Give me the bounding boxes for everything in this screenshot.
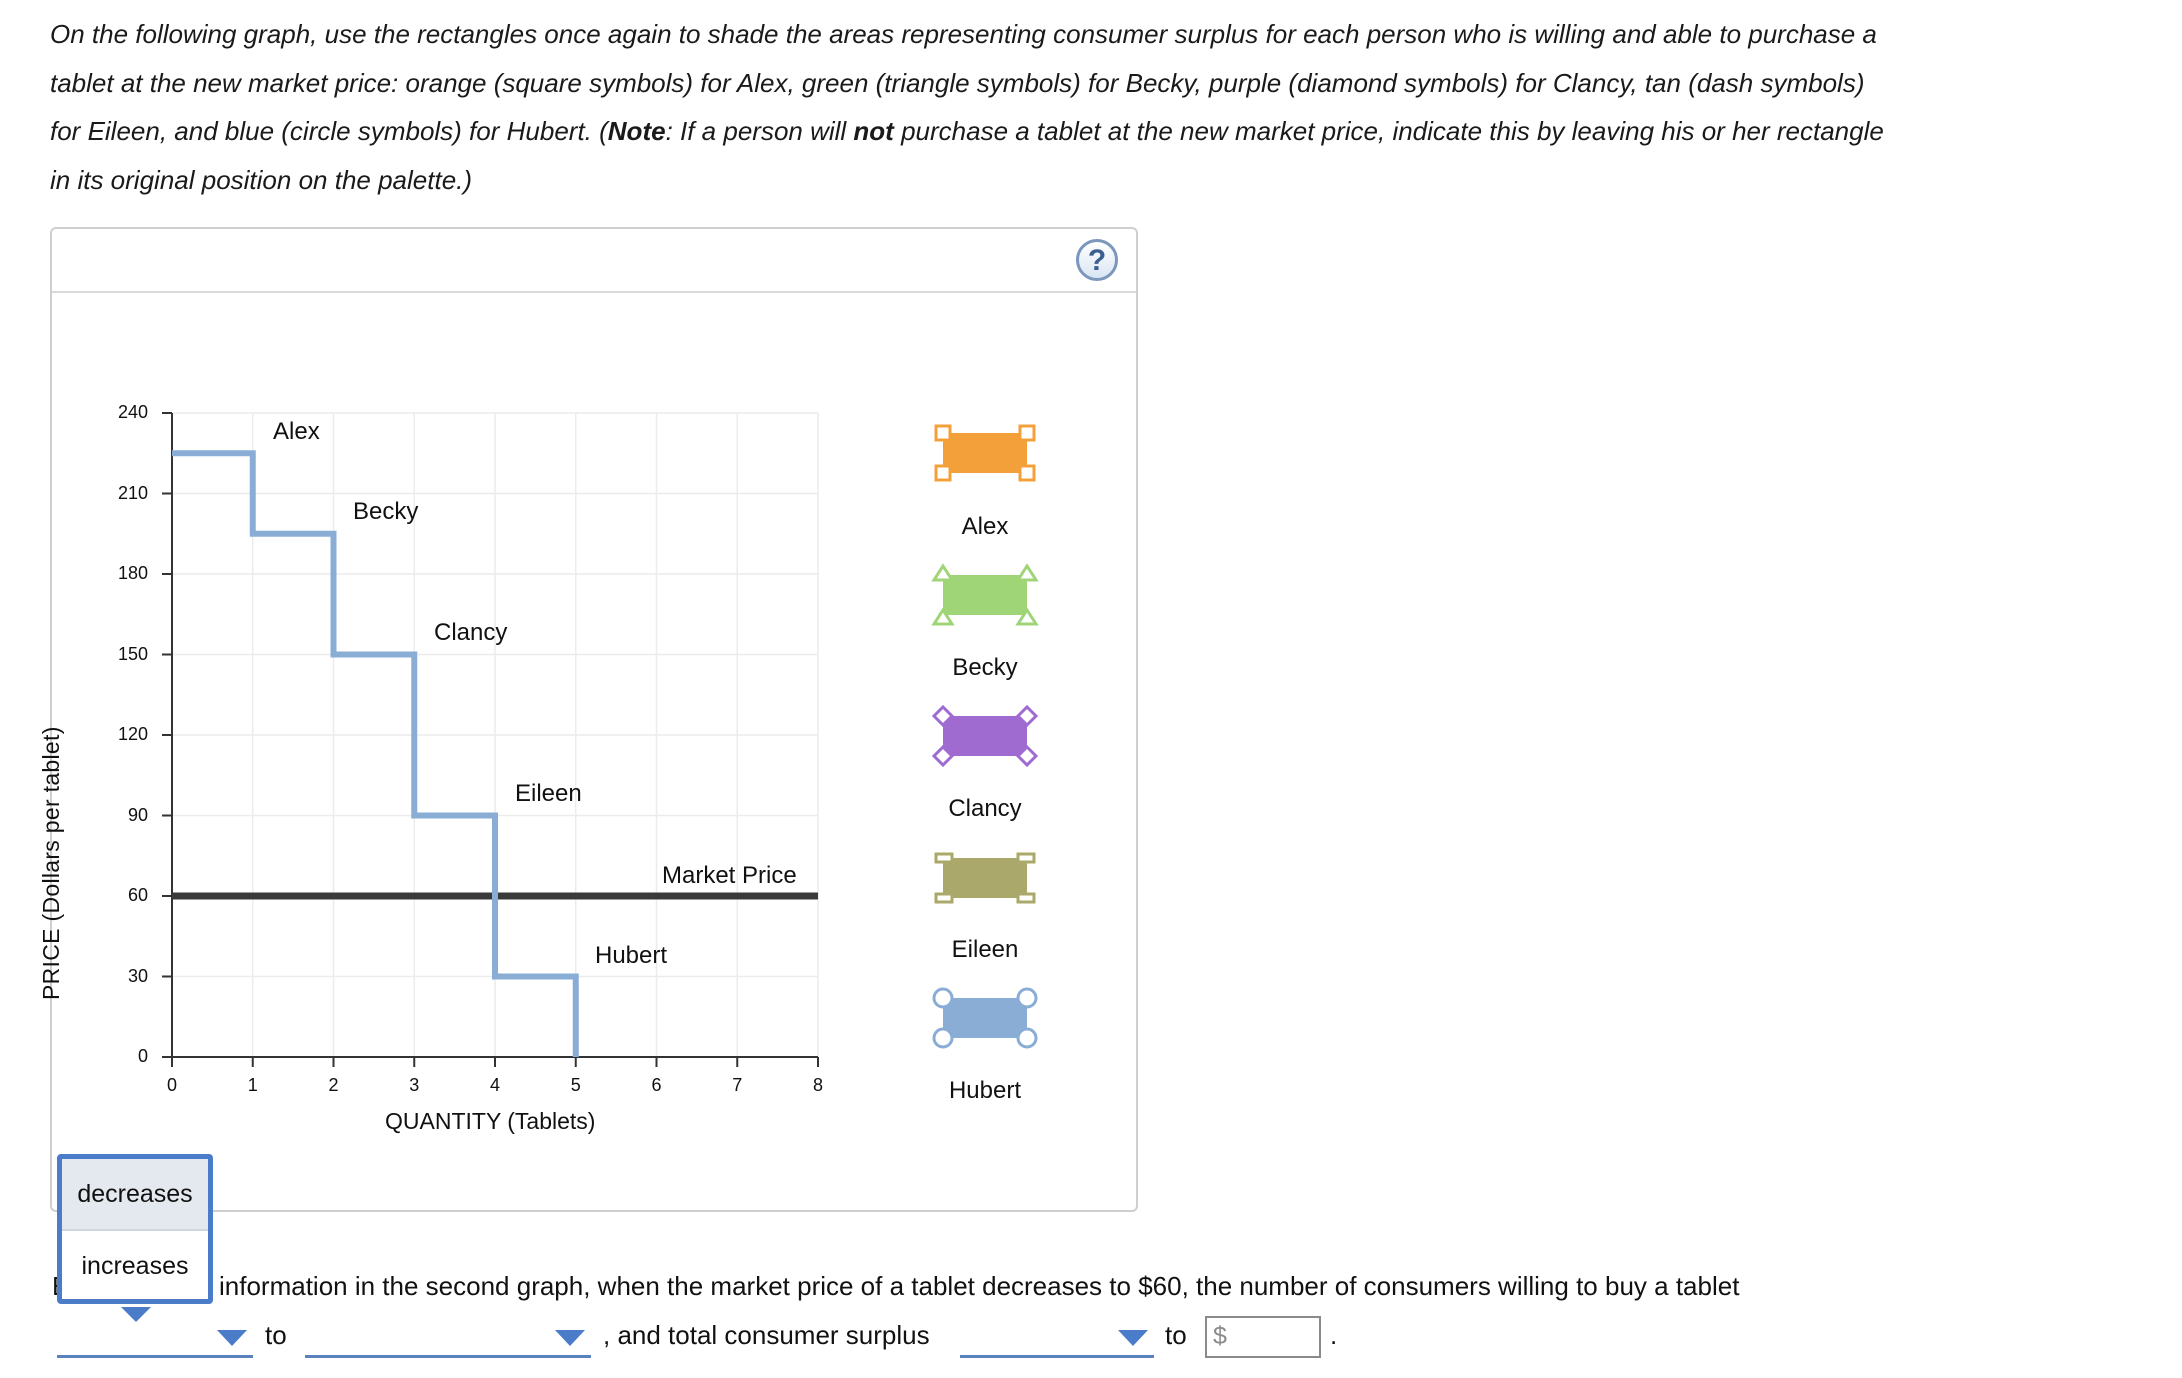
dollar-sign: $ bbox=[1213, 1322, 1227, 1350]
eileen-rectangle-tool[interactable] bbox=[930, 845, 1040, 911]
palette-label-eileen: Eileen bbox=[951, 936, 1019, 963]
hubert-rectangle-tool[interactable] bbox=[930, 985, 1040, 1051]
dropdown-menu[interactable]: decreases increases bbox=[57, 1154, 213, 1304]
x-tick-label: 2 bbox=[328, 1075, 339, 1095]
to-label-1: to bbox=[265, 1320, 287, 1350]
y-tick-label: 30 bbox=[127, 965, 148, 986]
y-tick-label: 240 bbox=[117, 402, 148, 422]
y-tick-label: 150 bbox=[117, 643, 148, 664]
x-tick-label: 1 bbox=[247, 1075, 258, 1095]
x-tick-label: 5 bbox=[570, 1075, 581, 1095]
instructions-part3: purchase a tablet at the new market pric… bbox=[50, 116, 1884, 195]
alex-rectangle-tool[interactable] bbox=[930, 420, 1040, 486]
not-bold: not bbox=[853, 116, 894, 146]
dropdown-pointer-icon bbox=[121, 1307, 151, 1322]
chevron-down-icon bbox=[1118, 1330, 1148, 1346]
period: . bbox=[1330, 1320, 1338, 1350]
question-text-2: , and total consumer surplus bbox=[603, 1320, 930, 1350]
consumers-to-select[interactable] bbox=[305, 1320, 591, 1358]
x-tick-label: 6 bbox=[651, 1075, 662, 1095]
x-tick-label: 8 bbox=[812, 1075, 823, 1095]
surplus-amount-input[interactable] bbox=[1233, 1320, 1319, 1356]
palette-label-clancy: Clancy bbox=[948, 795, 1022, 822]
help-icon[interactable]: ? bbox=[1076, 239, 1118, 281]
y-tick-label: 0 bbox=[137, 1046, 148, 1066]
demand-step-curve bbox=[172, 450, 579, 1057]
y-tick-label: 120 bbox=[117, 724, 148, 744]
y-tick-label: 90 bbox=[127, 804, 148, 825]
x-tick-label: 7 bbox=[732, 1075, 743, 1095]
surplus-change-select[interactable] bbox=[960, 1320, 1154, 1358]
x-axis-label: QUANTITY (Tablets) bbox=[385, 1108, 596, 1134]
palette-label-becky: Becky bbox=[952, 654, 1018, 681]
dropdown-option-increases[interactable]: increases bbox=[81, 1252, 189, 1280]
tick-marks bbox=[162, 412, 819, 1067]
chevron-down-icon bbox=[555, 1330, 585, 1346]
y-tick-label: 60 bbox=[127, 885, 148, 905]
surplus-amount-field[interactable]: $ bbox=[1205, 1316, 1321, 1358]
question-text-1: information in the second graph, when th… bbox=[219, 1271, 1740, 1301]
y-tick-label: 210 bbox=[117, 482, 148, 503]
palette-label-alex: Alex bbox=[961, 513, 1009, 540]
panel-header bbox=[52, 229, 1136, 293]
to-label-2: to bbox=[1165, 1320, 1187, 1350]
label-alex: Alex bbox=[273, 418, 320, 445]
chevron-down-icon bbox=[217, 1330, 247, 1346]
palette-label-hubert: Hubert bbox=[948, 1077, 1022, 1104]
clancy-rectangle-tool[interactable] bbox=[930, 703, 1040, 769]
instructions-text: On the following graph, use the rectangl… bbox=[50, 10, 1890, 204]
label-hubert: Hubert bbox=[595, 942, 668, 969]
label-becky: Becky bbox=[353, 498, 419, 525]
market-price-label: Market Price bbox=[662, 862, 797, 889]
note-bold: Note bbox=[607, 116, 666, 146]
y-tick-label: 180 bbox=[117, 563, 148, 583]
consumers-from-select[interactable] bbox=[57, 1320, 253, 1358]
label-eileen: Eileen bbox=[515, 780, 582, 807]
instructions-part1: On the following graph, use the rectangl… bbox=[50, 19, 1877, 146]
x-tick-label: 3 bbox=[409, 1075, 420, 1095]
label-clancy: Clancy bbox=[434, 619, 508, 646]
x-tick-label: 4 bbox=[489, 1075, 500, 1095]
x-tick-label: 0 bbox=[166, 1075, 177, 1095]
instructions-part2: : If a person will bbox=[665, 116, 854, 146]
becky-rectangle-tool[interactable] bbox=[930, 562, 1040, 628]
dropdown-option-decreases[interactable]: decreases bbox=[62, 1159, 208, 1231]
